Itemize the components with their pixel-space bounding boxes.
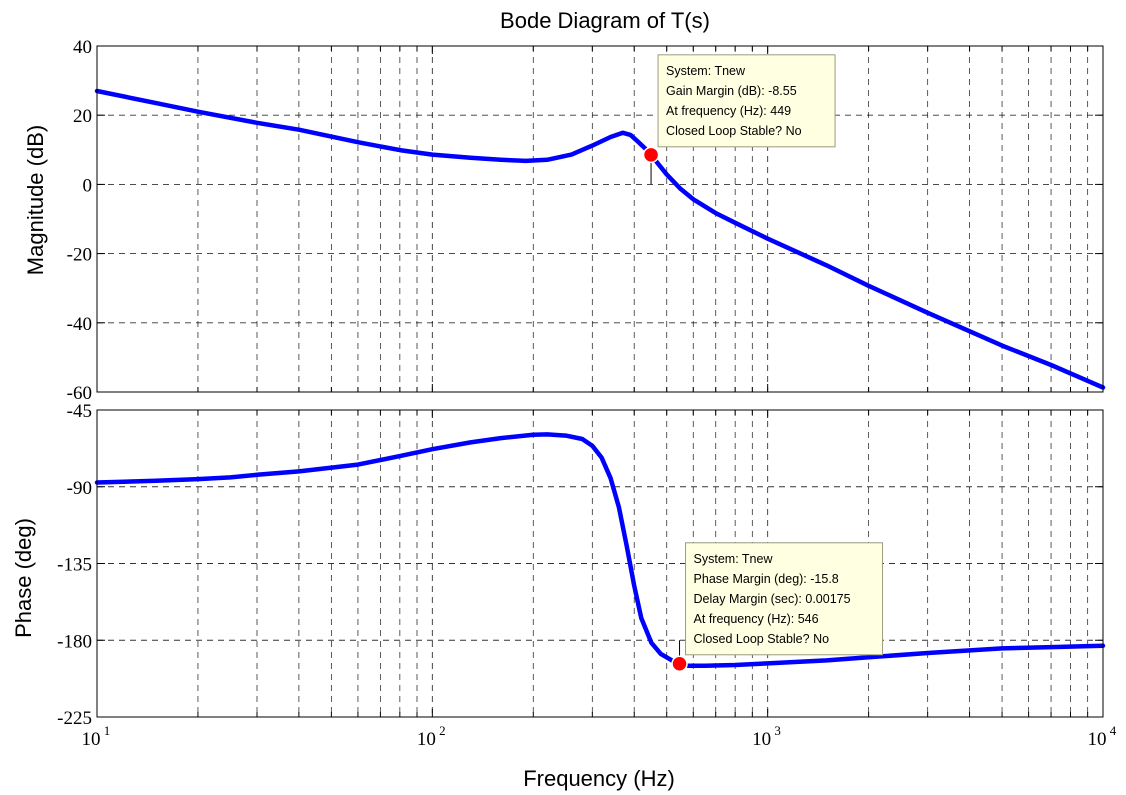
xtick-base: 10 — [752, 729, 771, 750]
magnitude-datatip — [657, 54, 836, 148]
magnitude-ytick-label: 40 — [73, 37, 92, 58]
phase-datatip-line: System: Tnew — [694, 552, 774, 566]
phase-ylabel: Phase (deg) — [11, 518, 36, 638]
magnitude-ytick-label: -20 — [67, 245, 92, 266]
phase-datatip-line: Closed Loop Stable? No — [694, 632, 830, 646]
phase-datatip — [685, 542, 884, 656]
magnitude-datatip-line: System: Tnew — [666, 64, 746, 78]
phase-datatip-line: Delay Margin (sec): 0.00175 — [694, 592, 851, 606]
phase-frame — [96, 409, 1104, 718]
magnitude-plot-area — [97, 46, 1103, 392]
phase-ytick-label: -135 — [57, 555, 92, 576]
magnitude-datatip-line: At frequency (Hz): 449 — [666, 104, 791, 118]
magnitude-datatip-line: Closed Loop Stable? No — [666, 124, 802, 138]
magnitude-ytick-label: -40 — [67, 314, 92, 335]
magnitude-ytick-label: 0 — [83, 175, 93, 196]
xtick-exponent: 4 — [1110, 723, 1117, 738]
chart-title: Bode Diagram of T(s) — [500, 8, 710, 33]
phase-margin-marker — [671, 655, 688, 673]
frequency-xlabel: Frequency (Hz) — [523, 766, 675, 791]
phase-datatip-line: Phase Margin (deg): -15.8 — [694, 572, 839, 586]
phase-ytick-label: -180 — [57, 631, 92, 652]
xtick-label: 10 1 — [82, 723, 111, 750]
phase-datatip-line: At frequency (Hz): 546 — [694, 612, 819, 626]
xtick-exponent: 1 — [104, 723, 111, 738]
phase-ytick-label: -225 — [57, 708, 92, 729]
phase-series-line — [94, 432, 1106, 669]
xtick-label: 10 3 — [752, 723, 781, 750]
phase-ytick-label: -45 — [67, 401, 92, 422]
xtick-label: 10 2 — [417, 723, 446, 750]
magnitude-ytick-label: 20 — [73, 106, 92, 127]
magnitude-datatip-line: Gain Margin (dB): -8.55 — [666, 84, 797, 98]
magnitude-margin-marker — [642, 146, 660, 164]
phase-axes: -225 -180 -135 -90 -45 System: Tnew Phase Marg… — [57, 401, 1117, 750]
magnitude-ylabel: Magnitude (dB) — [23, 125, 48, 275]
xtick-exponent: 3 — [774, 723, 781, 738]
xtick-label: 10 4 — [1088, 723, 1117, 750]
magnitude-frame — [96, 45, 1104, 393]
xtick-base: 10 — [417, 729, 436, 750]
magnitude-ytick-label: -60 — [67, 383, 92, 404]
phase-ytick-label: -90 — [67, 478, 92, 499]
xtick-base: 10 — [82, 729, 101, 750]
magnitude-axes: -60 -40 -20 0 20 40 System: Tnew Gain Margin (d… — [67, 37, 1106, 404]
xtick-base: 10 — [1088, 729, 1107, 750]
xtick-exponent: 2 — [439, 723, 446, 738]
magnitude-series-line — [94, 88, 1106, 390]
